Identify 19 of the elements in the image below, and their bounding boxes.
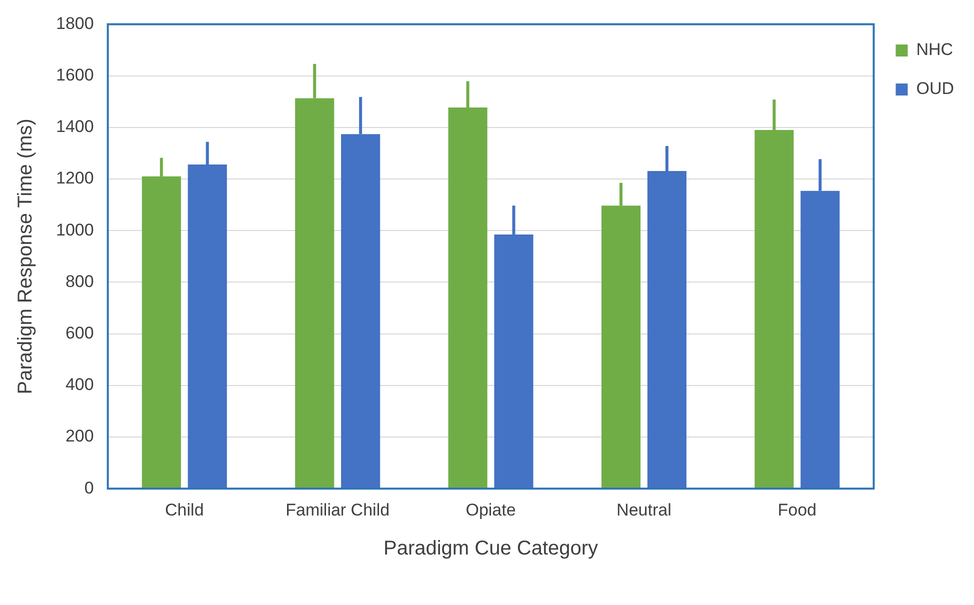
y-tick-label: 1400 <box>56 117 94 136</box>
x-axis-title: Paradigm Cue Category <box>383 538 598 560</box>
x-tick-label: Opiate <box>466 500 516 520</box>
y-axis-title: Paradigm Response Time (ms) <box>14 118 37 394</box>
x-tick-label: Food <box>778 500 817 520</box>
y-tick-label: 200 <box>65 426 94 446</box>
y-tick-label: 400 <box>65 375 94 394</box>
y-tick-label: 800 <box>65 272 94 291</box>
y-tick-label: 1200 <box>56 168 94 188</box>
legend-label: OUD <box>916 79 954 98</box>
y-tick-label: 1800 <box>56 14 94 33</box>
y-tick-label: 0 <box>84 478 94 498</box>
y-tick-label: 600 <box>65 323 94 342</box>
legend-label: NHC <box>916 40 954 60</box>
x-tick-label: Neutral <box>616 500 672 520</box>
y-tick-label: 1000 <box>56 220 94 240</box>
x-tick-label: Child <box>165 500 204 520</box>
y-tick-label: 1600 <box>56 65 94 84</box>
x-tick-label: Familiar Child <box>286 500 390 520</box>
